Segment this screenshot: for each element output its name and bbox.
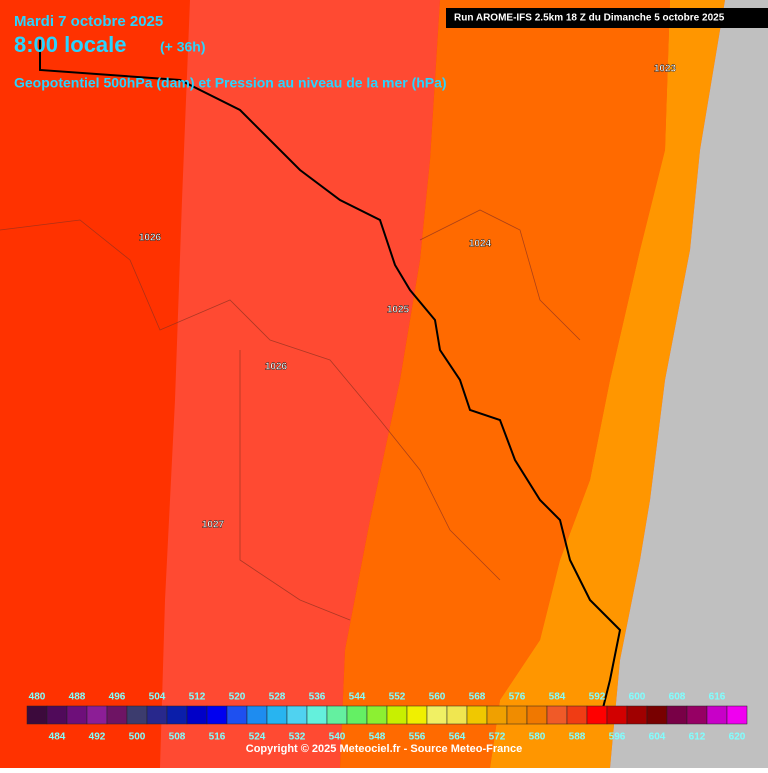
scale-label: 488 <box>69 692 86 703</box>
scale-swatch <box>606 705 628 725</box>
scale-swatch <box>126 705 148 725</box>
scale-swatch <box>486 705 508 725</box>
scale-label: 568 <box>469 692 486 703</box>
run-info: Run AROME-IFS 2.5km 18 Z du Dimanche 5 o… <box>454 13 725 24</box>
date: Mardi 7 octobre 2025 <box>14 13 163 30</box>
scale-label: 596 <box>609 732 626 743</box>
pressure-label: 1026 <box>139 233 162 244</box>
scale-label: 496 <box>109 692 126 703</box>
scale-swatch <box>366 705 388 725</box>
copyright: Copyright © 2025 Meteociel.fr - Source M… <box>246 743 522 755</box>
scale-label: 536 <box>309 692 326 703</box>
scale-swatch <box>306 705 328 725</box>
scale-swatch <box>626 705 648 725</box>
scale-swatch <box>86 705 108 725</box>
zone-556 <box>160 0 440 768</box>
pressure-label: 1025 <box>387 305 410 316</box>
lead: (+ 36h) <box>160 39 206 55</box>
scale-swatch <box>506 705 528 725</box>
scale-swatch <box>186 705 208 725</box>
scale-label: 552 <box>389 692 406 703</box>
scale-label: 608 <box>669 692 686 703</box>
scale-label: 564 <box>449 732 466 743</box>
scale-swatch <box>146 705 168 725</box>
scale-label: 600 <box>629 692 646 703</box>
scale-label: 616 <box>709 692 726 703</box>
scale-swatch <box>326 705 348 725</box>
scale-label: 544 <box>349 692 366 703</box>
scale-swatch <box>666 705 688 725</box>
scale-label: 576 <box>509 692 526 703</box>
scale-swatch <box>266 705 288 725</box>
scale-swatch <box>686 705 708 725</box>
scale-label: 528 <box>269 692 286 703</box>
subtitle: Geopotentiel 500hPa (dam) et Pression au… <box>14 75 447 91</box>
scale-label: 580 <box>529 732 546 743</box>
scale-swatch <box>726 705 748 725</box>
scale-swatch <box>466 705 488 725</box>
scale-swatch <box>106 705 128 725</box>
pressure-label: 1024 <box>469 239 492 250</box>
regions <box>0 209 581 621</box>
scale-swatch <box>426 705 448 725</box>
scale-label: 500 <box>129 732 146 743</box>
pressure-label: 1027 <box>202 520 225 531</box>
scale-label: 532 <box>289 732 306 743</box>
scale-label: 620 <box>729 732 746 743</box>
scale-swatch <box>286 705 308 725</box>
pressure-label: 1023 <box>654 64 677 75</box>
scale-swatch <box>206 705 228 725</box>
scale-label: 556 <box>409 732 426 743</box>
scale-swatch <box>546 705 568 725</box>
scale-swatch <box>586 705 608 725</box>
scale-label: 492 <box>89 732 106 743</box>
scale-swatch <box>346 705 368 725</box>
scale-swatch <box>706 705 728 725</box>
scale-swatch <box>526 705 548 725</box>
scale-swatch <box>566 705 588 725</box>
scale-swatch <box>386 705 408 725</box>
scale-label: 508 <box>169 732 186 743</box>
scale-label: 572 <box>489 732 506 743</box>
zone-572 <box>490 0 725 768</box>
scale-swatch <box>406 705 428 725</box>
scale-swatch <box>646 705 668 725</box>
scale-label: 512 <box>189 692 206 703</box>
run-box <box>446 8 768 28</box>
scale-swatch <box>226 705 248 725</box>
scale-label: 604 <box>649 732 666 743</box>
scale-label: 520 <box>229 692 246 703</box>
border <box>39 40 622 721</box>
scale-label: 588 <box>569 732 586 743</box>
scale-label: 560 <box>429 692 446 703</box>
scale-label: 540 <box>329 732 346 743</box>
scale-swatch <box>246 705 268 725</box>
zone-564 <box>340 0 670 768</box>
scale-label: 480 <box>29 692 46 703</box>
outside-domain <box>610 0 768 768</box>
scale-swatch <box>46 705 68 725</box>
scale-swatch <box>166 705 188 725</box>
time: 8:00 locale <box>14 32 127 57</box>
scale-label: 592 <box>589 692 606 703</box>
scale-label: 612 <box>689 732 706 743</box>
scale-swatch <box>66 705 88 725</box>
scale-label: 484 <box>49 732 66 743</box>
pressure-label: 1026 <box>265 362 288 373</box>
scale-swatch <box>26 705 48 725</box>
scale-label: 584 <box>549 692 566 703</box>
scale-label: 516 <box>209 732 226 743</box>
scale-label: 504 <box>149 692 166 703</box>
scale-label: 548 <box>369 732 386 743</box>
scale-swatch <box>446 705 468 725</box>
scale-label: 524 <box>249 732 266 743</box>
